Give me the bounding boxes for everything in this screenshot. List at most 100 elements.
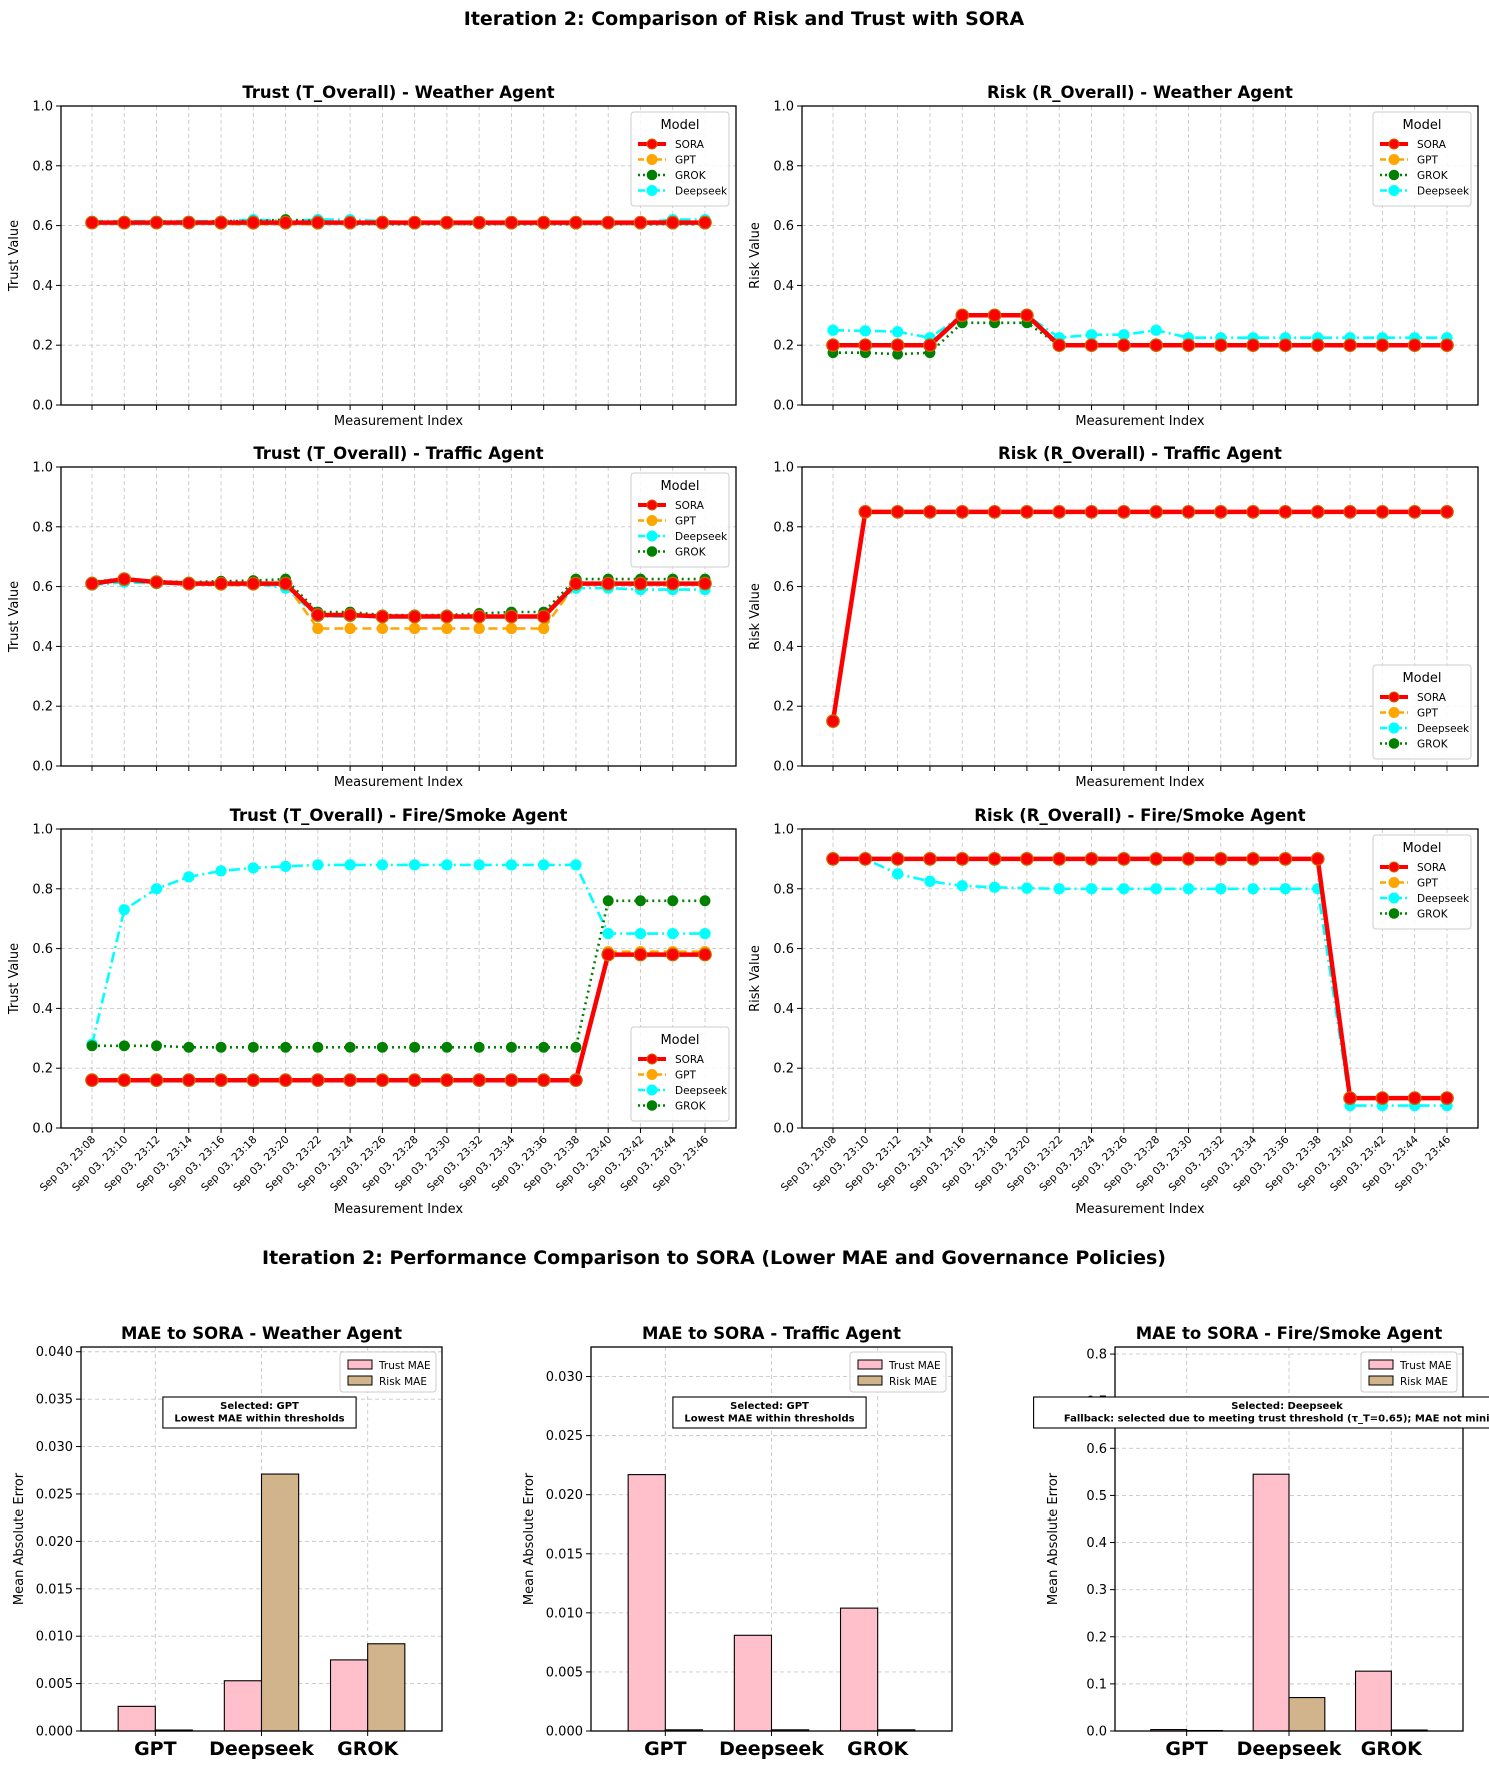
data-point-sora [1440,338,1454,353]
x-tick-label: GROK [1361,1738,1423,1760]
legend-swatch [857,1359,883,1370]
legend-marker-grok [646,169,658,181]
legend: Model SORA GPT Deepseek GROK [1372,664,1472,760]
y-axis-label: Trust Value [7,220,22,292]
legend-label: Risk MAE [1400,1376,1448,1388]
data-point-sora [665,947,680,962]
data-point-sora [1213,852,1228,866]
data-point-grok [667,895,679,907]
data-point-sora [858,338,873,353]
y-tick-label: 0.2 [32,339,53,354]
data-point-deepseek [1118,883,1130,895]
y-axis-label: Trust Value [7,581,22,653]
data-point-grok [344,1041,356,1053]
data-point-gpt [441,622,453,635]
data-point-sora [149,215,164,230]
legend-label-grok: GROK [1417,739,1449,751]
y-tick-label: 0.025 [36,1487,73,1502]
data-point-sora [923,504,937,519]
chart-title: MAE to SORA - Traffic Agent [642,1324,901,1343]
legend-title: Model [1402,841,1441,856]
y-tick-label: 0.0 [32,1122,53,1137]
y-tick-label: 0.6 [32,942,53,957]
data-point-deepseek [699,928,711,940]
annotation-text: Lowest MAE within thresholds [174,1414,344,1425]
data-point-sora [310,215,325,230]
data-point-gpt [408,622,421,635]
data-point-sora [472,1073,487,1088]
legend-title: Model [660,118,699,133]
data-point-sora [246,1073,261,1088]
legend-label-sora: SORA [675,500,705,512]
bar-trust-mae [1354,1670,1392,1732]
data-point-grok [570,1041,582,1053]
data-point-sora [601,576,616,591]
data-point-sora [310,608,325,622]
y-tick-label: 0.2 [773,700,794,715]
data-point-sora [1213,338,1228,353]
data-point-sora [1278,852,1293,866]
data-point-sora [1278,504,1293,519]
legend-label-grok: GROK [675,1101,707,1113]
legend-box [630,472,730,568]
data-point-sora [1020,308,1034,323]
data-point-sora [536,215,551,230]
y-tick-label: 0.035 [36,1393,73,1408]
data-point-sora [1181,338,1196,353]
y-tick-label: 0.4 [32,279,53,294]
data-point-grok [215,1041,227,1053]
y-tick-label: 1.0 [773,823,794,838]
y-axis-label: Risk Value [748,583,763,650]
data-point-sora [1246,338,1260,353]
data-point-sora [343,608,357,622]
y-tick-label: 0.8 [773,520,794,535]
data-point-sora [698,576,712,591]
legend-label-deepseek: Deepseek [1417,723,1470,735]
y-tick-label: 1.0 [32,100,53,115]
data-point-gpt [505,622,518,635]
bar-chart-8: 0.00.10.20.30.40.50.60.70.8GPTDeepseekGR… [1033,1324,1489,1760]
y-tick-label: 0.4 [32,640,53,655]
legend: Model SORA GPT Deepseek GROK [630,472,730,568]
data-point-sora [1052,852,1067,866]
data-point-sora [278,1073,293,1088]
data-point-gpt [473,622,485,635]
data-point-deepseek [312,859,324,871]
data-point-sora [1246,852,1260,866]
data-point-sora [149,575,164,589]
bar-risk-mae [1288,1696,1326,1732]
legend-marker-sora [646,138,658,150]
data-point-sora [569,576,583,591]
data-point-sora [1116,852,1131,866]
chart-title: Trust (T_Overall) - Weather Agent [242,83,554,102]
data-point-sora [955,504,970,519]
data-point-deepseek [118,904,130,916]
axes-frame [590,1346,953,1732]
legend-title: Model [1402,118,1441,133]
annotation-box [1033,1396,1489,1429]
y-tick-label: 0.030 [36,1440,73,1455]
legend: Model SORA GPT Deepseek GROK [1372,834,1472,930]
legend-marker-gpt [646,1069,658,1080]
data-point-sora [1440,1091,1454,1105]
legend-marker-deepseek [1388,722,1400,734]
legend-marker-gpt [1388,707,1400,718]
y-tick-label: 1.0 [32,461,53,476]
data-point-gpt [312,622,324,635]
data-point-deepseek [1247,883,1259,895]
y-tick-label: 0.020 [36,1535,73,1550]
data-point-sora [117,215,132,230]
chart-title: Risk (R_Overall) - Traffic Agent [998,444,1282,463]
legend-marker-grok [646,1100,658,1111]
legend-label-deepseek: Deepseek [1417,893,1470,905]
y-axis-label: Trust Value [7,943,22,1015]
y-tick-label: 0.2 [773,1062,794,1077]
data-point-sora [923,338,937,353]
legend-swatch [857,1375,883,1386]
data-point-sora [858,852,873,866]
data-point-sora [1440,504,1454,519]
x-axis-label: Measurement Index [1075,1202,1204,1217]
data-point-deepseek [956,880,968,892]
line-chart-2: 0.0 0.2 0.4 0.6 0.8 1.0 Trust (T_Overall) - Tr… [7,444,737,790]
legend: Trust MAE Risk MAE [1360,1351,1458,1393]
